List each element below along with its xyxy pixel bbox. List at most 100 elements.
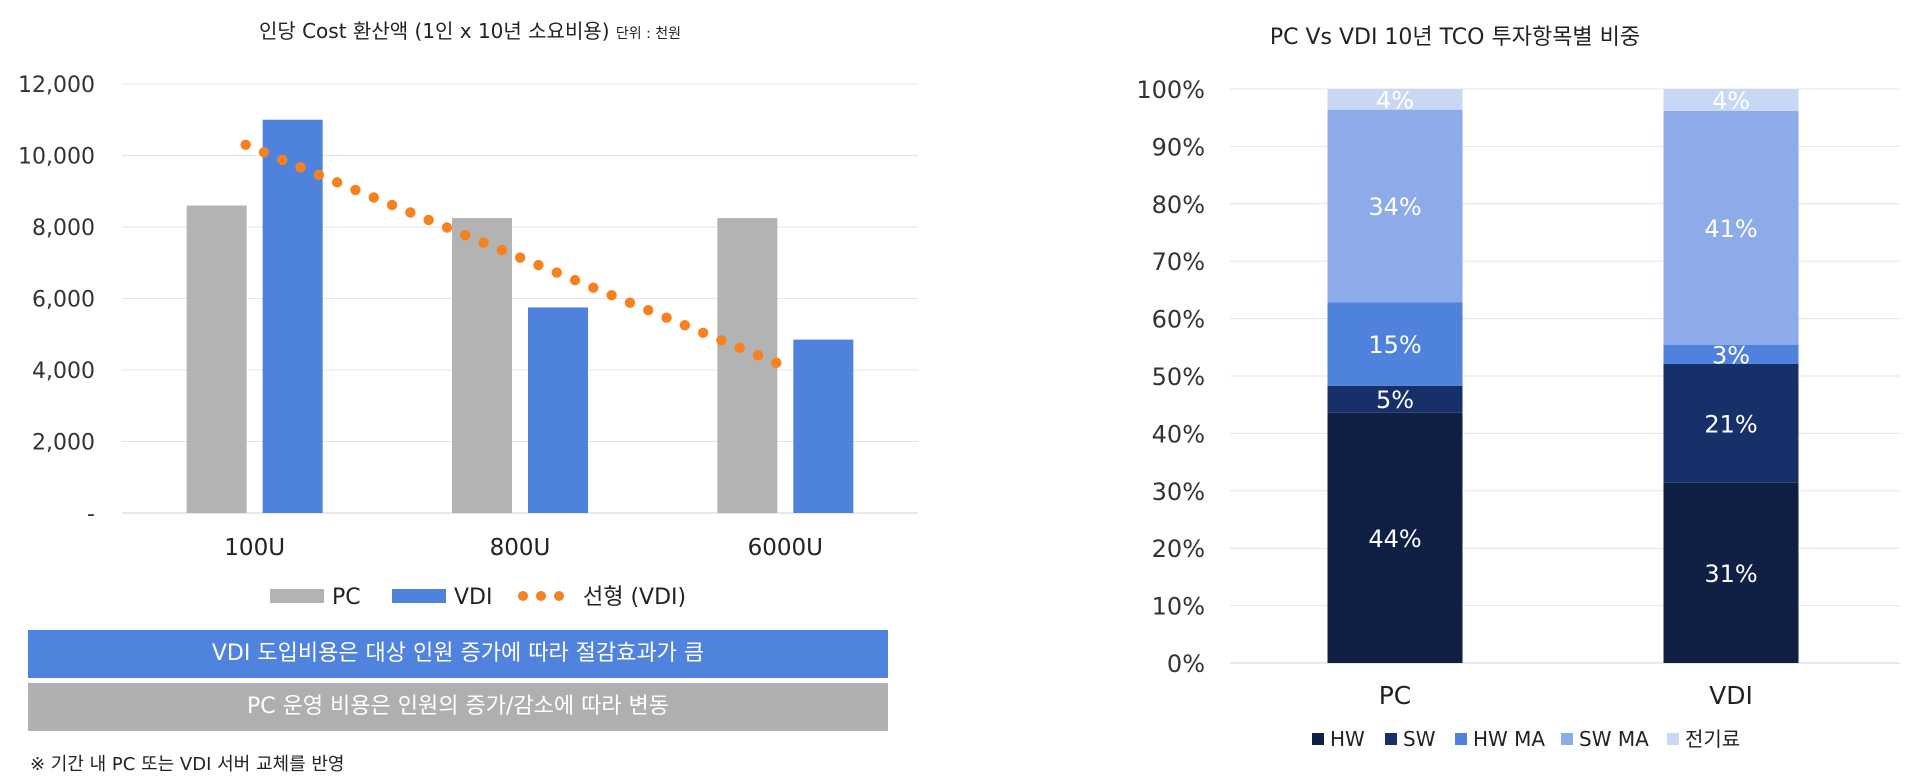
trendline-dot <box>551 267 562 278</box>
trendline-dot <box>752 350 764 361</box>
trendline-dot <box>661 312 672 323</box>
chart-unit-note: 단위 : 천원 <box>616 26 681 42</box>
left-chart-panel: 인당 Cost 환산액 (1인 x 10년 소요비용) 단위 : 천원 - 2,00… <box>0 0 940 778</box>
data-label: 3% <box>1712 341 1750 369</box>
legend-item-pc: PC <box>270 585 361 610</box>
right-chart-panel: PC Vs VDI 10년 TCO 투자항목별 비중 0% 10% 20% 30% 40%… <box>1100 0 1920 778</box>
x-category-label: 100U <box>224 535 285 561</box>
legend-swatch <box>1667 733 1679 745</box>
data-label: 21% <box>1704 410 1757 438</box>
chart-title-main: 인당 Cost 환산액 (1인 x 10년 소요비용) <box>259 19 616 43</box>
legend-swatch-dot <box>554 591 564 601</box>
stack-sw-ma-pc <box>1327 109 1463 303</box>
trendline-dot <box>771 357 782 369</box>
trendline-dot <box>258 147 270 158</box>
data-label: 4% <box>1712 87 1750 115</box>
legend-label: SW <box>1403 727 1436 751</box>
legend-swatch <box>270 589 324 603</box>
trendline-dot <box>588 282 599 293</box>
trendline-dot <box>423 214 434 226</box>
legend-swatch-dot <box>518 591 528 601</box>
data-label: 44% <box>1368 525 1421 553</box>
trendline-dot <box>606 289 617 301</box>
stack-hw-ma-vdi <box>1663 345 1799 364</box>
legend-swatch-dot <box>536 591 546 601</box>
y-tick-label: 90% <box>1152 133 1205 161</box>
trendline-dot <box>716 335 727 346</box>
y-tick-label: 4,000 <box>32 359 95 384</box>
stack-item-pc <box>1327 89 1463 110</box>
trendline-dot <box>533 259 544 271</box>
y-tick-label: 40% <box>1152 420 1205 448</box>
bar-pc-100u <box>186 205 247 514</box>
y-tick-label: 8,000 <box>32 216 95 241</box>
trendline-dot <box>496 244 508 256</box>
y-tick-label: 20% <box>1152 535 1205 563</box>
y-tick-label: 0% <box>1167 650 1205 678</box>
x-category-label: VDI <box>1709 681 1753 710</box>
data-label: 34% <box>1368 193 1421 221</box>
y-tick-label: 6,000 <box>32 288 95 313</box>
legend-label: VDI <box>454 585 492 610</box>
trendline-dot <box>679 320 691 331</box>
legend-label: PC <box>332 585 361 610</box>
trendline-dot <box>405 207 416 218</box>
chart-title: 인당 Cost 환산액 (1인 x 10년 소요비용) 단위 : 천원 <box>259 19 681 43</box>
legend-item-hw: HW <box>1312 727 1365 751</box>
stack-item-vdi <box>1663 89 1799 111</box>
data-label: 5% <box>1376 386 1414 414</box>
trendline-dot <box>643 305 654 316</box>
trendline-dot <box>734 342 745 354</box>
y-tick-label: 70% <box>1152 248 1205 276</box>
legend-swatch <box>392 589 446 603</box>
x-category-label: PC <box>1379 681 1412 710</box>
trendline-dot <box>295 162 306 173</box>
stack-sw-vdi <box>1663 363 1799 483</box>
y-tick-label: 30% <box>1152 478 1205 506</box>
bar-vdi-100u <box>262 119 323 513</box>
legend-label: 선형 (VDI) <box>583 585 686 610</box>
y-tick-label: - <box>87 502 95 527</box>
trendline-dot <box>277 154 288 166</box>
trendline-dot <box>514 252 526 263</box>
y-tick-label: 12,000 <box>18 73 95 98</box>
trendline-dot <box>331 177 343 188</box>
legend-label: HW <box>1330 727 1365 751</box>
legend-swatch <box>1312 733 1324 745</box>
trendline-dot <box>441 222 453 233</box>
trendline-dot <box>624 297 636 308</box>
trendline-vdi <box>240 139 782 369</box>
tco-share-chart: PC Vs VDI 10년 TCO 투자항목별 비중 0% 10% 20% 30% 40%… <box>1136 25 1900 751</box>
bar-vdi-800u <box>528 307 588 513</box>
legend-item-hw-ma: HW MA <box>1455 727 1545 751</box>
footnote: ※ 기간 내 PC 또는 VDI 서버 교체를 반영 <box>30 754 345 775</box>
data-label: 41% <box>1704 215 1757 243</box>
data-label: 31% <box>1704 560 1757 588</box>
legend-swatch <box>1455 733 1467 745</box>
trendline-dot <box>478 237 489 248</box>
legend-label: SW MA <box>1579 727 1649 751</box>
trendline-dot <box>569 274 581 286</box>
y-tick-label: 2,000 <box>32 431 95 456</box>
legend-item-sw-ma: SW MA <box>1561 727 1649 751</box>
stack-hw-vdi <box>1663 482 1799 663</box>
y-tick-label: 80% <box>1152 191 1205 219</box>
trendline-dot <box>368 192 379 203</box>
vdi-savings-banner: VDI 도입비용은 대상 인원 증가에 따라 절감효과가 큼 <box>28 630 888 678</box>
trendline-dot <box>697 327 709 338</box>
y-tick-label: 10% <box>1152 593 1205 621</box>
bar-pc-6000u <box>717 218 778 513</box>
data-label: 4% <box>1376 86 1414 114</box>
pc-cost-banner: PC 운영 비용은 인원의 증가/감소에 따라 변동 <box>28 683 888 731</box>
legend: HW SW HW MA SW MA 전기료 <box>1312 727 1740 751</box>
y-tick-label: 50% <box>1152 363 1205 391</box>
stack-hw-pc <box>1327 412 1463 663</box>
legend-item-sw: SW <box>1385 727 1436 751</box>
x-category-label: 800U <box>490 535 551 561</box>
stack-sw-pc <box>1327 385 1463 413</box>
legend-item-item: 전기료 <box>1667 727 1740 751</box>
chart-title: PC Vs VDI 10년 TCO 투자항목별 비중 <box>1270 25 1640 50</box>
trendline-dot <box>350 184 361 196</box>
legend-swatch <box>1561 733 1573 745</box>
legend-item-vdi: VDI <box>392 585 492 610</box>
